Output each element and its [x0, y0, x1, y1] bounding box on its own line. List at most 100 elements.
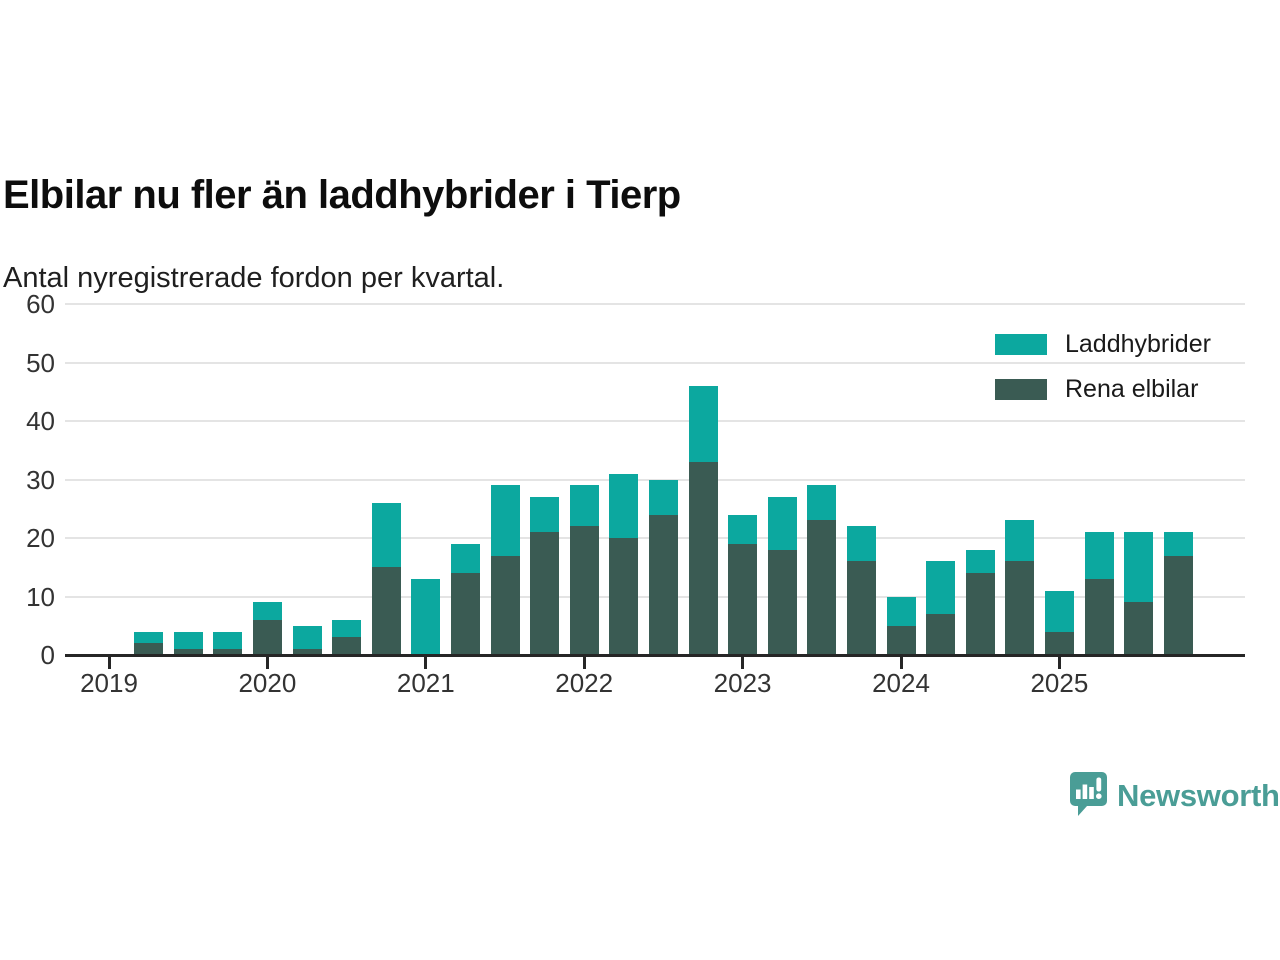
segment-laddhybrider — [371, 502, 401, 568]
y-axis-label-50: 50 — [26, 347, 55, 378]
segment-laddhybrider — [490, 485, 520, 556]
bar-2023-q1 — [728, 304, 758, 655]
segment-laddhybrider — [609, 473, 639, 538]
x-tick-2025 — [1057, 657, 1061, 669]
bar-2021-q1 — [411, 304, 441, 655]
segment-rena-elbilar — [1124, 602, 1154, 655]
brand-footer: Newsworthy — [1070, 772, 1280, 816]
bar-2021-q4 — [530, 304, 560, 655]
bar-2019-q4 — [213, 304, 243, 655]
segment-laddhybrider — [846, 526, 876, 562]
x-tick-2019 — [107, 657, 111, 669]
segment-rena-elbilar — [1044, 631, 1074, 655]
gridline-60 — [65, 303, 1245, 305]
segment-rena-elbilar — [450, 573, 480, 655]
segment-laddhybrider — [926, 561, 956, 615]
segment-laddhybrider — [688, 385, 718, 462]
segment-laddhybrider — [569, 485, 599, 527]
legend-label: Rena elbilar — [1065, 375, 1199, 403]
segment-laddhybrider — [252, 602, 282, 620]
segment-laddhybrider — [213, 631, 243, 650]
x-axis-label-2019: 2019 — [80, 668, 138, 698]
segment-laddhybrider — [1163, 532, 1193, 556]
legend-label: Laddhybrider — [1065, 330, 1211, 358]
segment-rena-elbilar — [767, 549, 797, 655]
bar-2024-q4 — [1005, 304, 1035, 655]
segment-rena-elbilar — [332, 637, 362, 655]
segment-laddhybrider — [648, 479, 678, 515]
segment-laddhybrider — [292, 625, 322, 650]
legend-row-laddhybrider: Laddhybrider — [995, 330, 1211, 359]
x-axis-label-2023: 2023 — [713, 668, 772, 698]
bar-2021-q3 — [490, 304, 520, 655]
segment-rena-elbilar — [490, 555, 520, 655]
x-tick-2023 — [741, 657, 745, 669]
x-tick-2021 — [424, 657, 428, 669]
chart-subtitle: Antal nyregistrerade fordon per kvartal. — [3, 262, 505, 294]
bar-chart-plot-area — [65, 303, 1245, 655]
y-axis-label-30: 30 — [26, 464, 55, 495]
bar-2024-q1 — [886, 304, 916, 655]
x-axis-line — [65, 654, 1245, 657]
segment-laddhybrider — [332, 619, 362, 638]
bar-2019-q2 — [134, 304, 164, 655]
newsworthy-logo-icon — [1070, 772, 1107, 816]
y-axis-label-20: 20 — [26, 523, 55, 553]
x-tick-2020 — [265, 657, 269, 669]
segment-rena-elbilar — [569, 526, 599, 655]
chart-title: Elbilar nu fler än laddhybrider i Tierp — [3, 172, 681, 217]
bar-2025-q3 — [1124, 304, 1154, 655]
bar-2022-q3 — [648, 304, 678, 655]
bar-2023-q2 — [767, 304, 797, 655]
x-axis-label-2020: 2020 — [238, 668, 297, 698]
y-axis-label-10: 10 — [26, 581, 55, 612]
segment-laddhybrider — [1084, 532, 1114, 579]
gridline-50 — [65, 361, 1245, 364]
y-axis-label-60: 60 — [26, 289, 55, 319]
y-axis-label-40: 40 — [26, 406, 55, 436]
segment-rena-elbilar — [846, 561, 876, 655]
bar-2022-q2 — [609, 304, 639, 655]
segment-laddhybrider — [1005, 520, 1035, 562]
x-axis-label-2022: 2022 — [555, 668, 614, 698]
brand-name: Newsworthy — [1117, 778, 1280, 813]
legend: Laddhybrider Rena elbilar — [995, 330, 1211, 420]
bar-2025-q1 — [1044, 304, 1074, 655]
legend-swatch — [995, 334, 1047, 355]
segment-laddhybrider — [965, 549, 995, 574]
segment-rena-elbilar — [886, 625, 916, 655]
segment-rena-elbilar — [1005, 561, 1035, 655]
segment-laddhybrider — [530, 497, 560, 533]
bar-2024-q3 — [965, 304, 995, 655]
segment-rena-elbilar — [530, 532, 560, 655]
bar-2025-q4 — [1163, 304, 1193, 655]
x-axis-label-2025: 2025 — [1030, 668, 1089, 698]
segment-laddhybrider — [886, 596, 916, 626]
bar-2025-q2 — [1084, 304, 1114, 655]
x-tick-2024 — [899, 657, 903, 669]
x-tick-2022 — [582, 657, 586, 669]
segment-rena-elbilar — [252, 619, 282, 655]
segment-rena-elbilar — [1163, 555, 1193, 655]
segment-rena-elbilar — [134, 643, 164, 655]
segment-rena-elbilar — [965, 573, 995, 655]
segment-rena-elbilar — [371, 567, 401, 655]
segment-rena-elbilar — [173, 649, 203, 655]
bar-2023-q3 — [807, 304, 837, 655]
segment-rena-elbilar — [213, 649, 243, 655]
bar-2020-q1 — [252, 304, 282, 655]
legend-swatch — [995, 379, 1047, 400]
segment-rena-elbilar — [807, 520, 837, 655]
segment-laddhybrider — [767, 497, 797, 550]
segment-rena-elbilar — [609, 538, 639, 655]
bar-2020-q4 — [371, 304, 401, 655]
bar-2021-q2 — [450, 304, 480, 655]
segment-rena-elbilar — [728, 543, 758, 655]
bar-2022-q4 — [688, 304, 718, 655]
segment-laddhybrider — [807, 485, 837, 521]
segment-laddhybrider — [1124, 532, 1154, 603]
bar-2019-q3 — [173, 304, 203, 655]
bar-2020-q3 — [332, 304, 362, 655]
segment-rena-elbilar — [292, 649, 322, 655]
